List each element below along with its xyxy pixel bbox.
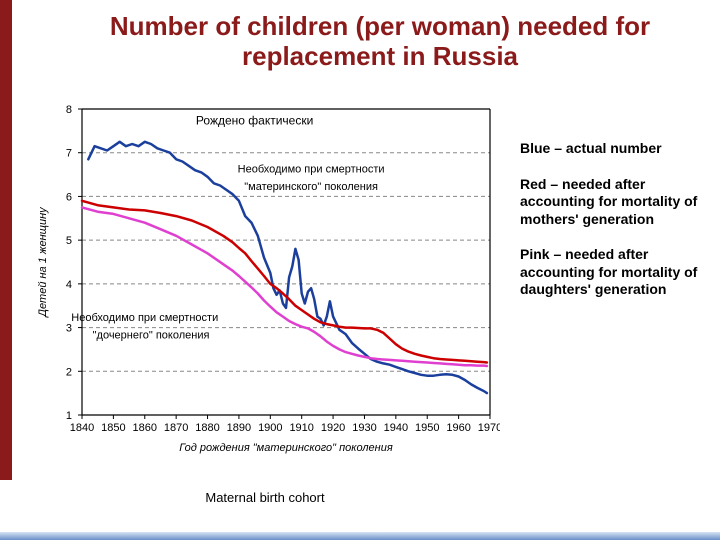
- legend-pink: Pink – needed after accounting for morta…: [520, 246, 710, 299]
- svg-text:8: 8: [66, 104, 72, 116]
- svg-text:1860: 1860: [133, 422, 157, 434]
- legend-blue: Blue – actual number: [520, 140, 710, 158]
- svg-text:Детей на 1 женщину: Детей на 1 женщину: [37, 206, 49, 319]
- svg-text:1960: 1960: [446, 422, 470, 434]
- svg-text:7: 7: [66, 148, 72, 160]
- bottom-caption: Maternal birth cohort: [30, 490, 500, 505]
- legend-red: Red – needed after accounting for mortal…: [520, 176, 710, 229]
- svg-text:1950: 1950: [415, 422, 439, 434]
- svg-text:Необходимо при смертности: Необходимо при смертности: [71, 312, 218, 324]
- svg-text:5: 5: [66, 235, 72, 247]
- svg-text:1: 1: [66, 410, 72, 422]
- svg-text:1850: 1850: [101, 422, 125, 434]
- svg-text:2: 2: [66, 366, 72, 378]
- svg-text:1890: 1890: [227, 422, 251, 434]
- svg-text:1870: 1870: [164, 422, 188, 434]
- bottom-gradient-bar: [0, 532, 720, 540]
- svg-text:1920: 1920: [321, 422, 345, 434]
- legend: Blue – actual number Red – needed after …: [520, 140, 710, 317]
- svg-text:Год рождения "материнского" по: Год рождения "материнского" поколения: [179, 442, 393, 454]
- svg-text:1940: 1940: [384, 422, 408, 434]
- svg-text:6: 6: [66, 191, 72, 203]
- svg-text:1900: 1900: [258, 422, 282, 434]
- chart-container: 1 2 3 4 5 6 7 8 1840 1850 1860 1870 1880 1890 1900 1910…: [30, 95, 500, 475]
- accent-bar: [0, 0, 12, 480]
- svg-text:1910: 1910: [289, 422, 313, 434]
- svg-text:"дочернего" поколения: "дочернего" поколения: [93, 330, 210, 342]
- svg-text:1930: 1930: [352, 422, 376, 434]
- page-title: Number of children (per woman) needed fo…: [60, 12, 700, 72]
- svg-text:Необходимо при смертности: Необходимо при смертности: [238, 163, 385, 175]
- svg-text:1880: 1880: [195, 422, 219, 434]
- svg-text:1970: 1970: [478, 422, 500, 434]
- svg-text:1840: 1840: [70, 422, 94, 434]
- svg-text:3: 3: [66, 323, 72, 335]
- svg-text:4: 4: [66, 279, 72, 291]
- line-chart: 1 2 3 4 5 6 7 8 1840 1850 1860 1870 1880 1890 1900 1910…: [30, 95, 500, 475]
- svg-text:Рождено фактически: Рождено фактически: [196, 113, 313, 127]
- svg-text:"материнского" поколения: "материнского" поколения: [244, 181, 378, 193]
